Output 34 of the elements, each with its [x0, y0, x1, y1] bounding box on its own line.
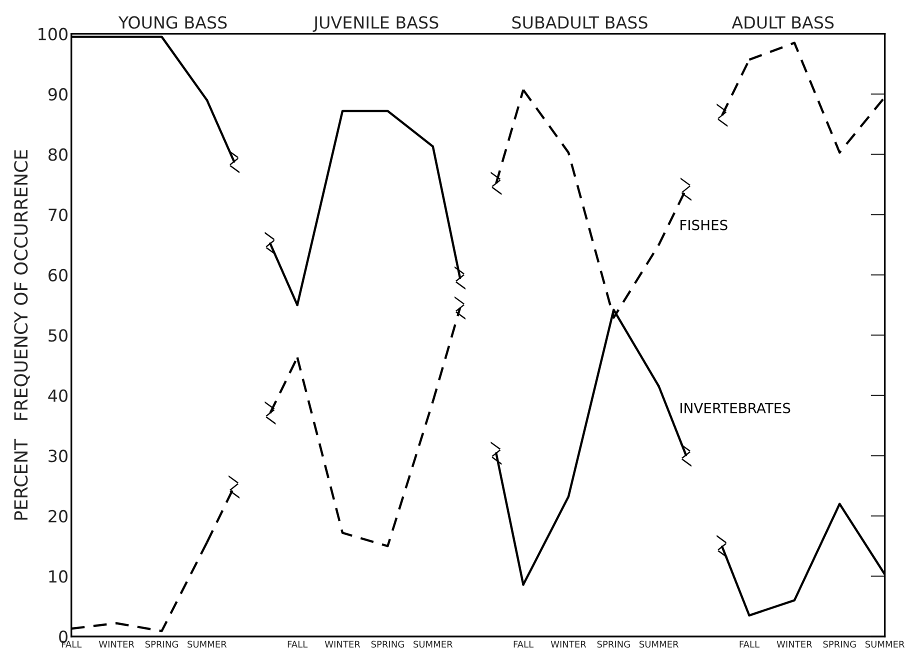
y-tick-label: 0 — [59, 630, 68, 644]
x-tick-label: SUMMER — [414, 640, 453, 648]
x-tick-label: FALL — [288, 640, 308, 648]
x-tick-label: WINTER — [776, 640, 812, 648]
x-tick-label: SUMMER — [188, 640, 227, 648]
x-tick-label: SPRING — [145, 640, 178, 648]
series-label: FISHES — [680, 220, 728, 230]
x-tick-label: WINTER — [98, 640, 134, 648]
x-tick-label: WINTER — [324, 640, 360, 648]
y-tick-label: 100 — [38, 28, 68, 40]
text: ADULT BASS — [732, 16, 834, 29]
x-tick-label: SPRING — [823, 640, 856, 648]
x-tick-label: SPRING — [371, 640, 404, 648]
x-tick-label: SPRING — [597, 640, 630, 648]
y-tick-label: 60 — [48, 268, 68, 282]
text: SUBADULT BASS — [512, 16, 648, 29]
text: JUVENILE BASS — [312, 16, 438, 32]
y-tick-label: 10 — [49, 570, 68, 583]
y-axis-title: PERCENT FREQUENCY OF OCCURRENCE — [14, 150, 30, 520]
x-tick-label: FALL — [740, 640, 760, 648]
y-tick-label: 50 — [48, 329, 68, 342]
x-tick-label: FALL — [514, 640, 534, 648]
x-tick-label: SUMMER — [640, 640, 679, 648]
y-tick-label: 20 — [48, 510, 68, 523]
y-tick-label: 90 — [48, 88, 68, 101]
x-tick-label: FALL — [62, 640, 82, 648]
text: YOUNG BASS — [118, 16, 227, 29]
x-tick-label: SUMMER — [865, 640, 904, 648]
x-tick-label: WINTER — [550, 640, 586, 648]
y-tick-label: 70 — [48, 208, 68, 222]
y-tick-label: 40 — [48, 389, 68, 402]
series-label: INVERTEBRATES — [680, 402, 790, 414]
y-tick-label: 80 — [48, 148, 68, 161]
y-tick-label: 30 — [48, 450, 68, 462]
